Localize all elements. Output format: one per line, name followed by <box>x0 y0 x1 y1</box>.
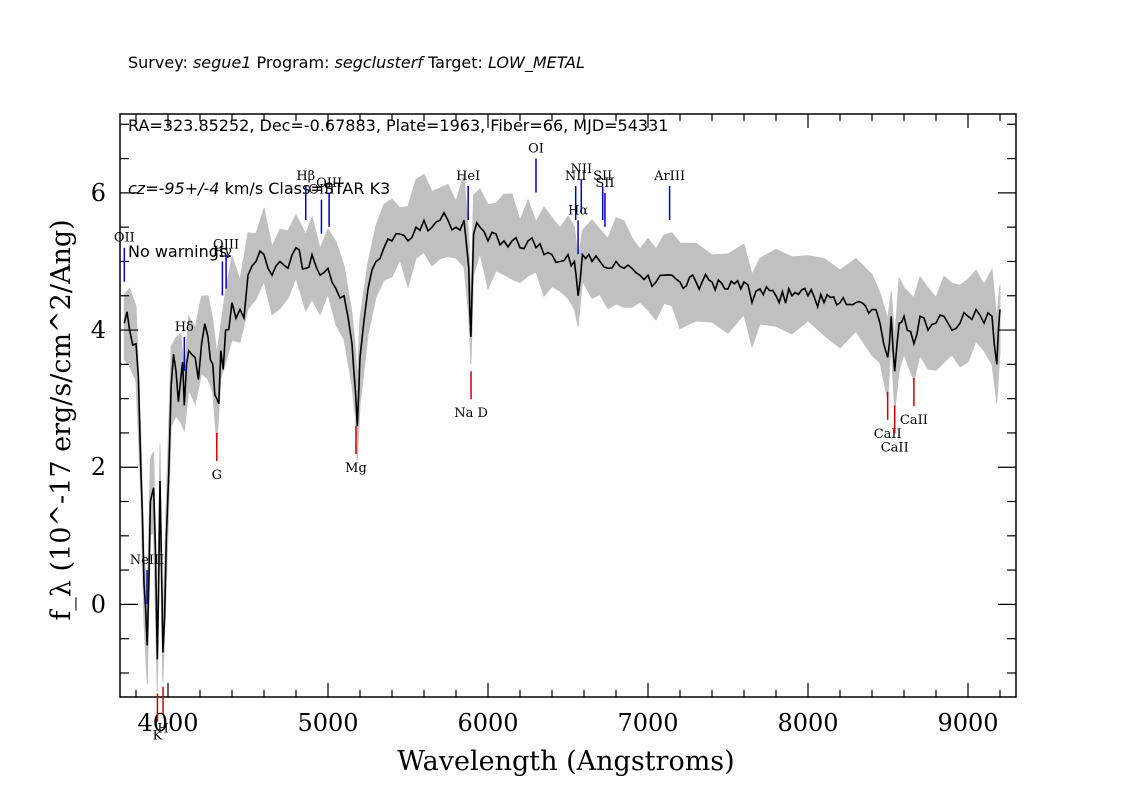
class-value: km/s Class=STAR K3 <box>219 179 391 198</box>
survey-label: Survey: <box>128 53 193 72</box>
x-tick-label: 6000 <box>457 709 518 737</box>
emission-line-label: Hβ <box>296 169 315 184</box>
target-label: Target: <box>422 53 488 72</box>
emission-line-label: OI <box>528 142 544 157</box>
plot-frame <box>119 113 1017 698</box>
absorption-line-label: H <box>157 722 168 737</box>
program-label: Program: <box>251 53 335 72</box>
program-value: segclusterf <box>334 53 423 72</box>
x-tick-label: 7000 <box>617 709 678 737</box>
spectrum-line <box>123 210 1001 660</box>
y-tick-label: 0 <box>91 590 106 618</box>
y-axis-title: f_λ (10^-17 erg/s/cm^2/Ang) <box>46 219 77 620</box>
emission-line-label: OIII <box>213 238 239 253</box>
y-tick-label: 4 <box>91 316 106 344</box>
emission-line-label: OIII <box>316 176 342 191</box>
absorption-line-label: CaII <box>881 441 909 456</box>
emission-line-label: HeI <box>456 169 480 184</box>
emission-line-label: NeIII <box>130 553 164 568</box>
header-line-coordinates: RA=323.85252, Dec=-0.67883, Plate=1963, … <box>128 116 669 135</box>
absorption-line-label: CaII <box>900 413 928 428</box>
y-tick-label: 2 <box>91 453 106 481</box>
absorption-line-label: Na D <box>454 406 488 421</box>
x-tick-label: 8000 <box>777 709 838 737</box>
redshift-value: cz=-95+/-4 <box>128 179 220 198</box>
emission-line-label: NII <box>570 162 592 177</box>
emission-line-label: SII <box>595 176 614 191</box>
emission-line-label: OII <box>114 231 135 246</box>
x-axis-title: Wavelength (Angstroms) <box>397 746 734 777</box>
emission-line-label: Hγ <box>213 244 232 259</box>
error-band <box>123 173 1001 692</box>
header-line-warnings: No warnings. <box>128 242 233 261</box>
header-line-survey: Survey: segue1 Program: segclusterf Targ… <box>128 52 668 73</box>
emission-line-label: SII <box>593 169 612 184</box>
survey-value: segue1 <box>192 53 252 72</box>
x-tick-label: 9000 <box>937 709 998 737</box>
target-value: LOW_METAL <box>488 53 585 72</box>
absorption-line-label: G <box>212 468 222 483</box>
emission-line-label: ArIII <box>653 169 685 184</box>
y-tick-label: 6 <box>91 179 106 207</box>
emission-line-label: OIII <box>308 183 334 198</box>
header-line-redshift: cz=-95+/-4 km/s Class=STAR K3 <box>128 178 668 199</box>
x-tick-label: 5000 <box>297 709 358 737</box>
emission-line-label: Hδ <box>175 320 194 335</box>
absorption-line-label: K <box>153 729 163 744</box>
absorption-line-label: Mg <box>345 461 367 476</box>
x-tick-label: 4000 <box>137 709 198 737</box>
emission-line-label: Hα <box>568 203 588 218</box>
spectrum-header: Survey: segue1 Program: segclusterf Targ… <box>128 10 668 283</box>
